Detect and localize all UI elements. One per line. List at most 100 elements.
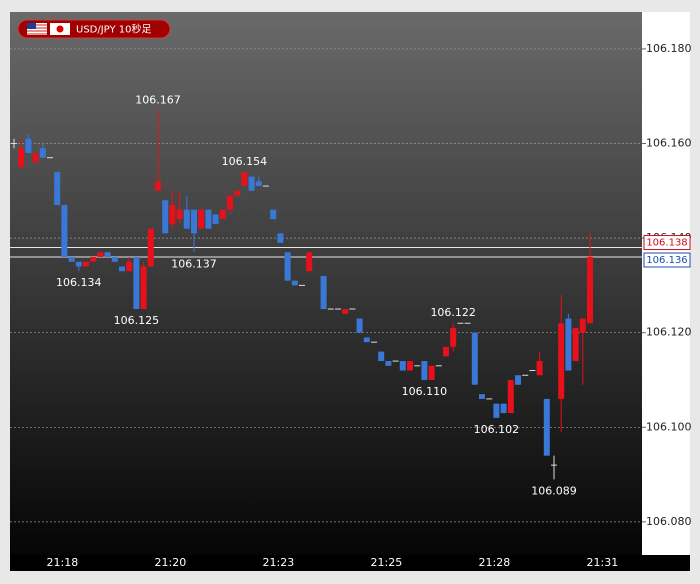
- candle-body: [284, 252, 291, 281]
- flag-us-canton: [27, 23, 36, 29]
- candle-body: [47, 157, 53, 159]
- candle-body: [241, 171, 248, 187]
- candle-body: [248, 176, 255, 191]
- candle-body: [428, 365, 435, 380]
- candle-body: [169, 204, 176, 224]
- price-label: 106.136: [646, 255, 687, 266]
- candle-body: [522, 374, 529, 376]
- candle-body: [147, 228, 154, 267]
- candle-body: [25, 138, 32, 153]
- x-tick-label: 21:25: [371, 556, 403, 569]
- candle-body: [155, 181, 161, 191]
- candle-body: [299, 284, 305, 286]
- x-tick-label: 21:18: [47, 556, 79, 569]
- y-tick-label: 106.100: [646, 420, 692, 433]
- candle-body: [335, 308, 341, 310]
- candle-body: [54, 171, 61, 205]
- price-label-box: [643, 252, 691, 268]
- candle-body: [75, 261, 82, 267]
- badge: USD/JPY 10秒足: [17, 19, 171, 39]
- candle-body: [414, 365, 421, 367]
- x-tick-label: 21:23: [263, 556, 295, 569]
- low-label: 106.137: [171, 257, 217, 270]
- flag-jp-sun: [56, 25, 64, 33]
- candle-body: [97, 252, 104, 258]
- candle-body: [68, 257, 75, 262]
- candle-body: [443, 346, 449, 357]
- candle-body: [493, 403, 500, 418]
- candle-body: [471, 332, 478, 385]
- y-tick-label: 106.080: [646, 515, 692, 528]
- candle-body: [356, 318, 363, 333]
- candle-body: [61, 204, 68, 258]
- x-axis-area: [10, 555, 690, 571]
- candle-body: [119, 266, 125, 272]
- low-label: 106.125: [114, 314, 160, 327]
- candle-body: [399, 361, 406, 371]
- candle-body: [479, 394, 485, 399]
- y-tick-label: 106.180: [646, 42, 692, 55]
- chart-title: USD/JPY 10秒足: [76, 23, 152, 36]
- y-tick-label: 106.120: [646, 326, 692, 339]
- candle-body: [183, 209, 190, 229]
- candle-body: [227, 195, 233, 210]
- candle-body: [277, 233, 284, 243]
- candle-body: [587, 257, 593, 324]
- candle-body: [111, 257, 118, 262]
- price-label-box: [643, 235, 691, 251]
- candle-body: [83, 261, 89, 267]
- candle-body: [140, 266, 147, 310]
- candle-body: [558, 323, 565, 399]
- candle-body: [529, 370, 536, 372]
- y-tick-label: 106.160: [646, 136, 692, 149]
- candle-body: [219, 209, 226, 220]
- price-label: 106.138: [646, 238, 687, 249]
- candle-body: [450, 327, 457, 347]
- candle-body: [407, 361, 413, 371]
- candle-body: [507, 379, 514, 414]
- candle-body: [392, 360, 399, 362]
- candle-body: [126, 261, 133, 272]
- candle-body: [176, 209, 183, 220]
- candle-body: [543, 398, 550, 456]
- candle-body: [464, 322, 471, 324]
- candle-body: [32, 152, 39, 163]
- candle-body: [421, 361, 428, 380]
- candle-body: [291, 280, 298, 286]
- x-tick-label: 21:28: [479, 556, 511, 569]
- candle-body: [39, 148, 46, 158]
- candle-body: [378, 351, 385, 362]
- candle-body: [363, 337, 370, 343]
- candle-body: [385, 361, 392, 366]
- high-label: 106.167: [135, 93, 181, 106]
- candle-body: [457, 322, 464, 324]
- candle-body: [191, 209, 197, 234]
- low-label: 106.110: [402, 385, 448, 398]
- candle-body: [435, 365, 442, 367]
- candle-body: [515, 375, 521, 385]
- candle-body: [205, 209, 212, 229]
- candle-body: [263, 185, 269, 187]
- candle-body: [486, 398, 493, 400]
- low-label: 106.089: [531, 484, 577, 497]
- candle-body: [320, 275, 327, 310]
- candle-body: [349, 308, 356, 310]
- candle-body: [234, 190, 241, 196]
- candle-body: [536, 361, 543, 376]
- candle-body: [327, 308, 334, 310]
- y-axis-area: [642, 12, 690, 555]
- candle-body: [11, 142, 17, 144]
- candle-body: [551, 464, 557, 466]
- high-label: 106.122: [430, 306, 476, 319]
- candle-body: [104, 252, 111, 258]
- low-label: 106.134: [56, 276, 102, 289]
- candle-body: [572, 327, 579, 362]
- candle-body: [306, 252, 313, 272]
- candle-body: [133, 257, 140, 310]
- candle-body: [255, 181, 262, 187]
- candle-body: [565, 318, 572, 371]
- candle-body: [500, 403, 507, 414]
- candle-body: [18, 148, 25, 168]
